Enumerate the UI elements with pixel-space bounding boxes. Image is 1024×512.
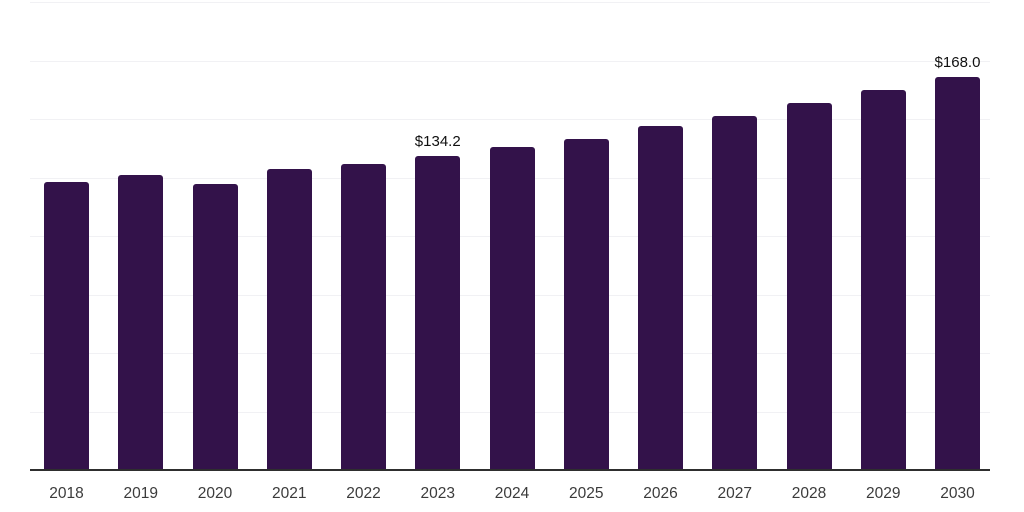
bar-2029 [860, 89, 906, 470]
x-axis-line [30, 469, 990, 471]
x-tick-label-2027: 2027 [717, 485, 752, 502]
bar-2028 [786, 103, 832, 470]
bar-2019 [118, 175, 164, 470]
x-tick-label-2019: 2019 [123, 485, 158, 502]
x-tick-label-2022: 2022 [346, 485, 381, 502]
bar-2022 [341, 163, 386, 470]
data-label-2023: $134.2 [414, 132, 461, 150]
gridline-175 [30, 60, 990, 62]
x-tick-label-2030: 2030 [940, 485, 975, 502]
bar-2025 [563, 138, 609, 470]
x-tick-label-2021: 2021 [272, 485, 307, 502]
x-tick-label-2025: 2025 [569, 485, 604, 502]
x-tick-label-2028: 2028 [791, 485, 827, 502]
bar-2023 [415, 155, 461, 470]
bar-2027 [712, 116, 758, 470]
plot-area: $134.2 $168.0 [30, 2, 990, 470]
bar-2018 [44, 182, 89, 470]
x-tick-label-2024: 2024 [494, 485, 530, 502]
x-tick-label-2020: 2020 [197, 485, 233, 502]
x-tick-label-2026: 2026 [643, 485, 678, 502]
gridline-150 [30, 119, 990, 120]
bar-2030 [935, 76, 980, 470]
bar-2024 [489, 147, 535, 470]
x-tick-label-2029: 2029 [866, 485, 901, 502]
bar-2026 [638, 126, 683, 470]
bar-2020 [192, 183, 238, 470]
gridline-200 [30, 2, 990, 3]
x-tick-label-2023: 2023 [420, 485, 455, 502]
data-label-2030: $168.0 [934, 53, 981, 71]
x-tick-label-2018: 2018 [49, 485, 84, 502]
bar-2021 [266, 168, 312, 470]
